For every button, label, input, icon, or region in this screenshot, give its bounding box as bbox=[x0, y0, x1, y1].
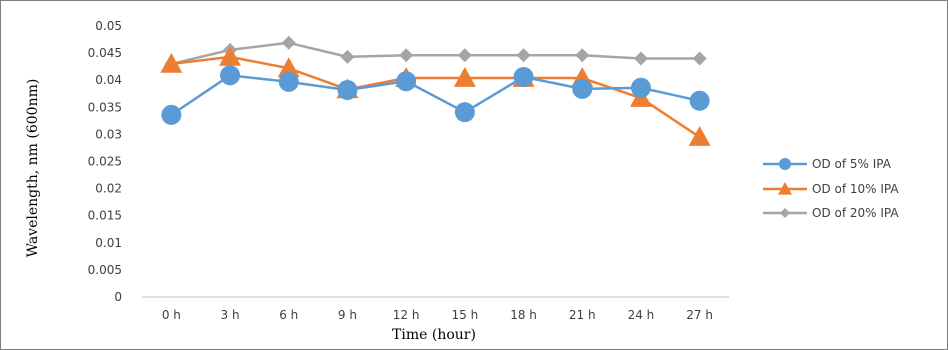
data-point bbox=[220, 65, 241, 86]
x-tick-label: 12 h bbox=[393, 308, 420, 322]
y-tick-label: 0.02 bbox=[95, 182, 122, 196]
data-point bbox=[692, 51, 707, 66]
y-tick-label: 0.04 bbox=[95, 73, 122, 87]
y-tick-label: 0.01 bbox=[95, 236, 122, 250]
data-point bbox=[281, 35, 296, 50]
x-tick-label: 21 h bbox=[569, 308, 596, 322]
data-point bbox=[454, 102, 475, 123]
legend-label: OD of 5% IPA bbox=[812, 157, 892, 171]
data-point bbox=[396, 71, 417, 92]
legend-marker bbox=[778, 182, 792, 195]
x-tick-label: 27 h bbox=[686, 308, 713, 322]
data-point bbox=[516, 48, 531, 63]
data-point bbox=[340, 49, 355, 64]
y-tick-label: 0 bbox=[114, 290, 122, 304]
legend-label: OD of 10% IPA bbox=[812, 182, 899, 196]
x-tick-label: 18 h bbox=[510, 308, 537, 322]
x-tick-label: 24 h bbox=[628, 308, 655, 322]
data-point bbox=[633, 51, 648, 66]
data-point bbox=[277, 57, 300, 78]
x-axis-title: Time (hour) bbox=[392, 327, 476, 343]
data-point bbox=[278, 71, 299, 92]
data-point bbox=[689, 90, 710, 111]
data-point bbox=[513, 66, 534, 87]
y-tick-label: 0.035 bbox=[88, 100, 122, 114]
data-point bbox=[457, 48, 472, 63]
legend-marker bbox=[780, 208, 790, 218]
data-point bbox=[337, 79, 358, 100]
x-tick-label: 9 h bbox=[338, 308, 357, 322]
x-tick-label: 3 h bbox=[221, 308, 240, 322]
x-tick-label: 0 h bbox=[162, 308, 181, 322]
y-axis-title: Wavelength, nm (600nm) bbox=[25, 79, 41, 258]
y-tick-label: 0.005 bbox=[88, 263, 122, 277]
data-point bbox=[688, 126, 711, 146]
x-tick-label: 15 h bbox=[451, 308, 478, 322]
data-point bbox=[399, 48, 414, 63]
y-tick-label: 0.045 bbox=[88, 46, 122, 60]
legend-marker bbox=[779, 158, 791, 170]
y-tick-label: 0.05 bbox=[95, 19, 122, 33]
legend-label: OD of 20% IPA bbox=[812, 206, 899, 220]
data-point bbox=[630, 77, 651, 98]
data-point bbox=[453, 67, 476, 87]
data-point bbox=[161, 104, 182, 125]
y-tick-label: 0.015 bbox=[88, 209, 122, 223]
y-tick-label: 0.025 bbox=[88, 155, 122, 169]
data-point bbox=[160, 52, 183, 73]
y-tick-label: 0.03 bbox=[95, 127, 122, 141]
data-point bbox=[219, 45, 242, 66]
data-point bbox=[575, 48, 590, 63]
data-point bbox=[572, 78, 593, 99]
x-tick-label: 6 h bbox=[279, 308, 298, 322]
series-line bbox=[170, 74, 700, 116]
series-line bbox=[171, 41, 700, 66]
